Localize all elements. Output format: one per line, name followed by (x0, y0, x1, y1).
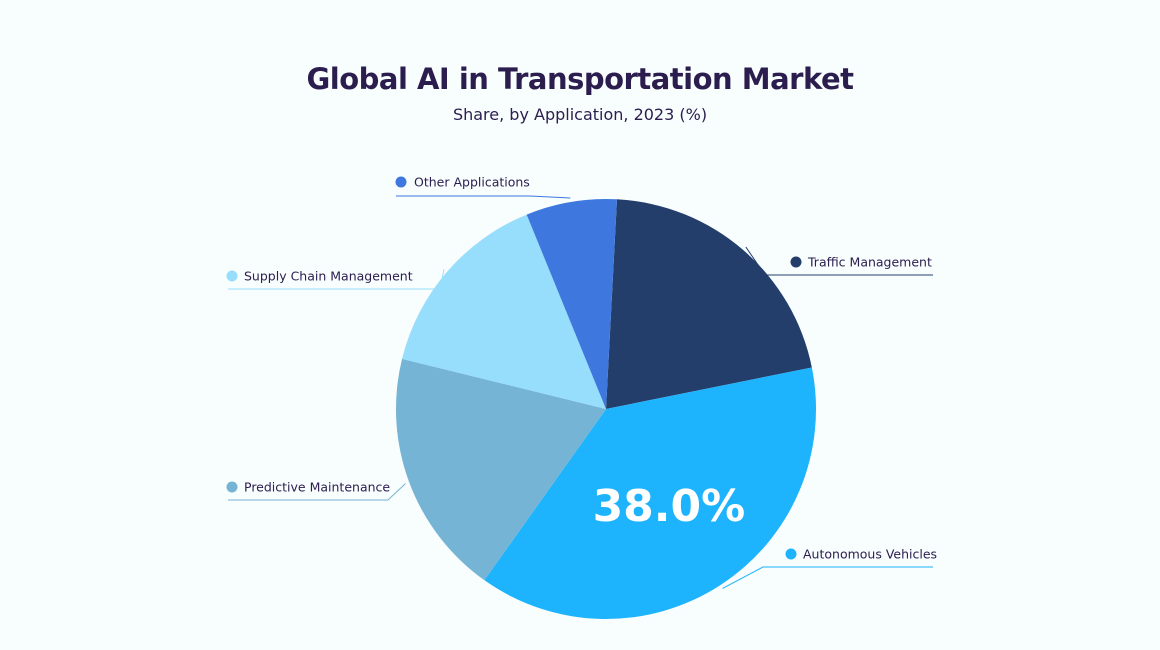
pie-slices (396, 199, 816, 619)
pie-slice-supply-chain-management (402, 214, 606, 409)
chart-subtitle: Share, by Application, 2023 (%) (452, 105, 708, 124)
data-label: 38.0% (593, 481, 746, 532)
pie-slice-autonomous-vehicles (484, 367, 816, 619)
callout-line (396, 195, 571, 199)
callout-line (745, 246, 933, 276)
pie-slice-other-applications (526, 199, 617, 409)
callout-line (228, 483, 406, 501)
callout-line (228, 269, 445, 290)
pie-slice-traffic-management (606, 199, 812, 409)
legend-label: Supply Chain Management (244, 269, 413, 284)
callout-line (722, 566, 933, 589)
pie-callouts: Traffic Management Autonomous Vehicles Pre… (226, 175, 937, 589)
legend-marker (785, 548, 797, 560)
legend-label: Other Applications (414, 175, 530, 190)
pie-data-labels: 38.0% (593, 481, 746, 532)
legend-label: Predictive Maintenance (244, 480, 390, 495)
chart-title: Global AI in Transportation Market (306, 62, 854, 96)
legend-marker (395, 176, 407, 188)
legend-label: Autonomous Vehicles (803, 547, 937, 562)
legend-marker (226, 270, 238, 282)
legend-marker (790, 256, 802, 268)
legend-marker (226, 481, 238, 493)
legend-label: Traffic Management (807, 255, 932, 270)
pie-slice-predictive-maintenance (396, 358, 606, 581)
